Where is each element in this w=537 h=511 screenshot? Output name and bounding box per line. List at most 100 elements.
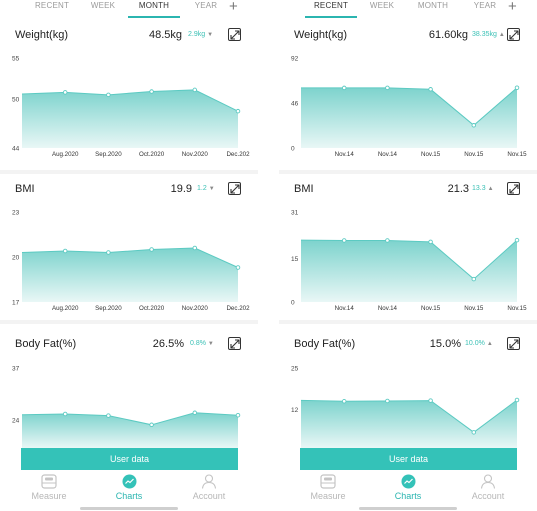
expand-icon[interactable] [507,28,520,41]
up-triangle-icon: ▲ [487,186,494,192]
x-tick-label: Sep.2020 [95,151,122,158]
tab-month[interactable]: MONTH [138,1,170,10]
expand-icon[interactable] [228,182,241,195]
nav-label: Measure [310,491,346,501]
down-triangle-icon: ▼ [207,32,214,38]
weight-chart: 92 46 0 Nov.14 Nov.14 Nov.15 Nov.15 Nov.15 [291,56,527,159]
expand-icon[interactable] [507,337,520,350]
data-point [428,87,433,92]
tab-recent[interactable]: RECENT [34,1,70,10]
bmi-chart: 23 20 17 Aug.2020 Sep.2020 Oct.2020 Nov.2020 De… [12,210,250,313]
data-point [341,399,347,404]
card-title: Weight(kg) [294,29,347,41]
tab-year[interactable]: YEAR [473,1,497,10]
data-point [514,85,520,90]
data-point [471,123,477,128]
y-tick-label: 37 [12,366,20,373]
data-point [235,412,241,418]
card-value: 19.9 [170,183,192,195]
user-data-button[interactable]: User data [300,448,517,470]
expand-icon[interactable] [228,337,241,350]
add-button[interactable]: + [229,0,238,15]
card-value: 61.60kg [428,29,468,41]
card-value: 48.5kg [148,29,182,41]
data-point [106,413,111,418]
up-triangle-icon: ▲ [486,341,493,347]
nav-account[interactable]: Account [458,474,518,501]
card-divider [0,170,258,174]
data-point [341,238,347,243]
nav-account[interactable]: Account [179,474,239,501]
data-point [149,89,154,94]
x-tick-label: Nov.15 [464,151,484,158]
period-tabs: RECENT WEEK MONTH YEAR + [0,0,258,20]
nav-measure[interactable]: Measure [298,474,358,501]
screen-gap [258,0,279,511]
nav-charts[interactable]: Charts [99,474,159,501]
nav-label: Charts [394,491,422,501]
home-indicator [359,507,457,510]
user-data-button[interactable]: User data [21,448,238,470]
card-divider [0,320,258,324]
data-point [235,265,241,270]
data-point [235,108,241,114]
x-tick-label: Nov.15 [507,305,527,312]
tab-week[interactable]: WEEK [90,1,116,10]
nav-charts[interactable]: Charts [378,474,438,501]
charts-icon [122,474,136,489]
x-tick-label: Sep.2020 [95,305,122,312]
data-point [106,92,111,98]
x-tick-label: Nov.15 [421,151,441,158]
nav-label: Account [471,491,505,501]
x-tick-label: Nov.14 [378,305,398,312]
y-tick-label: 55 [12,56,20,63]
card-divider [279,320,537,324]
series-line [21,412,239,426]
scale-icon [320,474,336,489]
x-tick-label: Aug.2020 [52,305,79,312]
card-delta: 10.0% ▲ [465,340,493,347]
y-tick-label: 92 [291,56,299,63]
card-title: BMI [294,183,314,195]
y-tick-label: 0 [291,146,295,153]
down-triangle-icon: ▼ [207,341,214,347]
up-triangle-icon: ▲ [498,32,505,38]
add-button[interactable]: + [508,0,517,15]
data-point [385,398,390,404]
body-fat-chart: 25 12 [291,366,520,448]
body-fat-chart: 37 24 [12,366,241,448]
data-point [149,422,154,428]
tab-year[interactable]: YEAR [194,1,218,10]
data-point [341,85,347,91]
y-tick-label: 20 [12,255,20,262]
y-tick-label: 15 [291,256,299,263]
card-delta: 0.8% ▼ [190,340,214,347]
tab-recent[interactable]: RECENT [313,1,349,10]
data-point [62,248,68,254]
bmi-card: BMI 19.9 1.2 ▼ 23 20 17 Aug.2020 Sep.2020 Oct… [0,174,258,320]
x-tick-label: Nov.15 [507,151,527,158]
tab-week[interactable]: WEEK [369,1,395,10]
x-tick-label: Nov.14 [335,151,355,158]
data-point [385,85,390,91]
expand-icon[interactable] [228,28,241,41]
nav-measure[interactable]: Measure [19,474,79,501]
period-tabs: RECENT WEEK MONTH YEAR + [279,0,537,20]
card-delta: 13.3 ▲ [472,185,494,192]
data-point [514,237,520,243]
active-tab-indicator [305,16,357,18]
y-tick-label: 31 [291,210,299,217]
tab-month[interactable]: MONTH [417,1,449,10]
down-triangle-icon: ▼ [208,186,215,192]
data-point [192,245,198,251]
left-screen: RECENT WEEK MONTH YEAR + Weight(kg) 48.5… [0,0,258,511]
bmi-chart: 31 15 0 Nov.14 Nov.14 Nov.15 Nov.15 Nov.15 [291,210,527,313]
data-point [428,239,433,245]
x-tick-label: Nov.15 [464,305,484,312]
expand-icon[interactable] [507,182,520,195]
card-delta: 2.9kg ▼ [188,31,214,38]
data-point [149,247,154,252]
y-tick-label: 50 [12,96,20,103]
data-point [471,276,477,282]
x-tick-label: Nov.15 [421,305,441,312]
